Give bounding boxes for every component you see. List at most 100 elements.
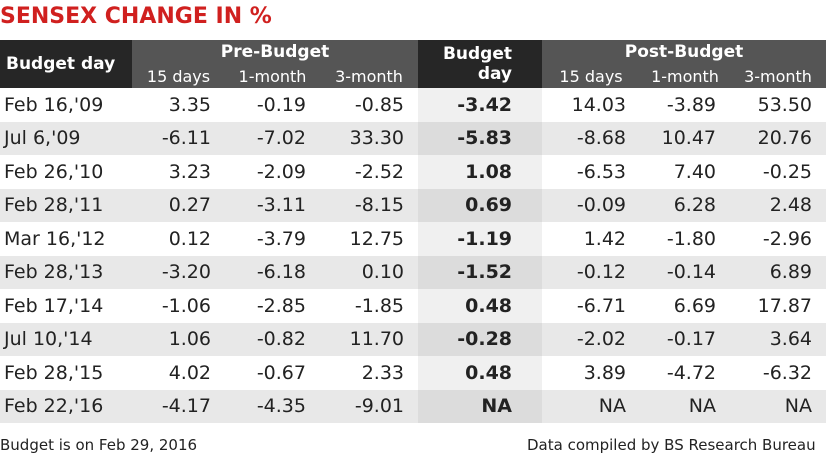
cell: 12.75 [349,227,405,250]
cell: Feb 28,'11 [0,188,132,222]
cell: -1.85 [354,294,405,317]
cell: 1.08 [418,155,543,189]
row: Feb 17,'14 -1.06 -2.85 -1.85 0.48 -6.71 6.69 17… [0,289,826,323]
cell: 0.27 [132,188,225,222]
cell: 20.76 [730,121,826,155]
row: Feb 28,'11 0.27 -3.11 -8.15 0.69 -0.09 6.28 2.4… [0,188,826,222]
cell: 4.02 [168,361,211,384]
cell: 11.70 [320,322,419,356]
row: Jul 10,'14 1.06 -0.82 11.70 -0.28 -2.02 -0.17 3… [0,322,826,356]
cell: -0.12 [542,255,641,289]
cell: NA [640,389,731,423]
cell: -0.25 [762,160,813,183]
cell: Jul 6,'09 [0,121,132,155]
cell: -0.85 [354,93,405,116]
cell: -2.52 [354,160,405,183]
cell: -7.02 [225,121,320,155]
cell: -4.35 [225,389,320,423]
cell: -3.79 [256,227,306,250]
cell: -6.32 [762,361,813,384]
cell: -1.19 [418,222,543,256]
cell: -2.09 [256,160,306,183]
cell: 2.48 [730,188,826,222]
cell: -2.96 [762,227,813,250]
cell: -3.42 [418,88,543,122]
cell: -8.68 [542,121,641,155]
cell: 53.50 [757,93,813,116]
cell: 3.23 [168,160,211,183]
cell: Feb 28,'15 [4,361,104,384]
cell: 6.69 [673,294,717,317]
header-cell: Pre-Budget [132,40,419,64]
cell: -3.11 [225,188,320,222]
cell: -6.71 [576,294,627,317]
sub-header: 3-month [730,64,826,88]
cell: 6.89 [730,255,826,289]
row: Jul 6,'09 -6.11 -7.02 33.30 -5.83 -8.68 10.47 2… [0,121,826,155]
cell: 33.30 [320,121,419,155]
cell: -6.53 [576,160,627,183]
cell: 6.28 [640,188,731,222]
cell: -0.28 [418,322,543,356]
cell: NA [730,389,826,423]
cell: -1.80 [666,227,717,250]
cell: -1.52 [418,255,543,289]
row: Feb 28,'15 4.02 -0.67 2.33 0.48 3.89 -4.72 -6.3… [0,356,826,390]
cell: 10.47 [640,121,731,155]
cell: 7.40 [673,160,717,183]
sub-header: 3-month [320,64,419,88]
cell: -0.09 [542,188,641,222]
sub-header: 15 days [132,64,225,88]
table: Budget day Pre-Budget Budget day Post-Bu… [0,40,826,423]
cell: 0.48 [418,289,543,323]
sub-header: 1-month [225,64,320,88]
cell: -3.89 [666,93,717,116]
row: Feb 22,'16 -4.17 -4.35 -9.01 NA NA NA NA [0,389,826,423]
cell: 3.89 [583,361,627,384]
cell: -0.19 [256,93,306,116]
cell: NA [542,389,641,423]
cell: 3.64 [730,322,826,356]
cell: 0.10 [320,255,419,289]
cell: Feb 16,'09 [4,93,104,116]
cell: -0.82 [225,322,320,356]
cell: Mar 16,'12 [4,227,106,250]
cell: 0.48 [418,356,543,390]
title: SENSEX CHANGE IN % [0,4,272,29]
cell: -4.72 [666,361,717,384]
row: Feb 16,'09 3.35 -0.19 -0.85 -3.42 14.03 -3.89 5… [0,88,826,122]
cell: 1.42 [583,227,627,250]
cell: -5.83 [418,121,543,155]
cell: -2.02 [542,322,641,356]
footnote: Budget is on Feb 29, 2016 [0,436,198,454]
header-cell: Post-Budget [542,40,826,64]
cell: -0.17 [640,322,731,356]
cell: Feb 28,'13 [0,255,132,289]
cell: Feb 26,'10 [4,160,104,183]
cell: NA [418,389,543,423]
cell: 0.69 [418,188,543,222]
cell: 17.87 [757,294,813,317]
sub-header: 15 days [542,64,641,88]
cell: -6.11 [132,121,225,155]
cell: 0.12 [168,227,211,250]
cell: -0.67 [256,361,306,384]
cell: -8.15 [320,188,419,222]
cell: -2.85 [256,294,306,317]
cell: 1.06 [132,322,225,356]
cell: Feb 17,'14 [4,294,104,317]
cell: -6.18 [225,255,320,289]
cell: -3.20 [132,255,225,289]
header-cell: Budget day [418,40,543,88]
cell: -1.06 [161,294,211,317]
row: Mar 16,'12 0.12 -3.79 12.75 -1.19 1.42 -1.80 -2… [0,222,826,256]
header-cell: Budget day [0,40,132,88]
cell: Feb 22,'16 [0,389,132,423]
cell: 3.35 [168,93,211,116]
sub-header: 1-month [640,64,731,88]
cell: Jul 10,'14 [0,322,132,356]
cell: -9.01 [320,389,419,423]
source: Data compiled by BS Research Bureau [527,436,816,454]
cell: 2.33 [361,361,405,384]
